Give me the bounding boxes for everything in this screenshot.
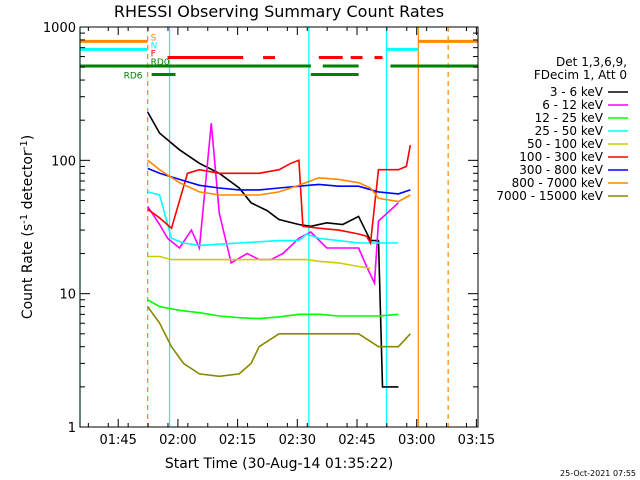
- legend-header-line-2: FDecim 1, Att 0: [534, 68, 627, 82]
- x-tick-label: 02:45: [338, 433, 375, 448]
- y-axis-label-close: ): [20, 135, 36, 140]
- footer-date: 25-Oct-2021 07:55: [560, 469, 636, 478]
- legend-label-800-7000-kev: 800 - 7000 keV: [512, 176, 604, 190]
- x-tick-label: 02:15: [219, 433, 256, 448]
- y-tick-label: 1: [68, 421, 76, 436]
- legend-label-12-25-kev: 12 - 25 keV: [535, 111, 604, 125]
- legend-label-6-12-kev: 6 - 12 keV: [542, 98, 604, 112]
- series-line-300-800-kev: [147, 167, 411, 195]
- series-line-50-100-kev: [147, 255, 371, 270]
- y-axis-label-main: Count Rate (s: [20, 224, 36, 319]
- y-tick-label: 1000: [43, 21, 76, 36]
- series-line-100-300-kev: [147, 144, 412, 246]
- flag-s-label: S: [151, 33, 157, 43]
- legend-label-100-300-kev: 100 - 300 keV: [519, 150, 603, 164]
- legend: Det 1,3,6,9, FDecim 1, Att 0 3 - 6 keV6 …: [496, 55, 628, 203]
- flag-rd0-label: RD0: [151, 58, 170, 68]
- y-axis-label-sup: -1: [19, 214, 30, 224]
- x-tick-label: 03:15: [458, 433, 495, 448]
- y-tick-label: 100: [51, 154, 76, 169]
- legend-header-line-1: Det 1,3,6,9,: [556, 55, 627, 69]
- x-tick-label: 01:45: [99, 433, 136, 448]
- series-line-3-6-kev: [147, 111, 399, 388]
- series-line-12-25-kev: [147, 299, 399, 320]
- flag-n-label: N: [151, 41, 158, 51]
- plot-frame: [79, 26, 479, 428]
- chart-title: RHESSI Observing Summary Count Rates: [114, 2, 444, 21]
- x-tick-label: 02:30: [279, 433, 316, 448]
- legend-label-300-800-kev: 300 - 800 keV: [519, 163, 603, 177]
- x-tick-label: 02:00: [159, 433, 196, 448]
- flag-rd6-label: RD6: [124, 72, 143, 82]
- y-tick-label: 10: [59, 288, 76, 303]
- y-axis-label: Count Rate (s-1 detector-1): [19, 135, 37, 319]
- flag-f-label: F: [151, 50, 156, 60]
- x-tick-label: 03:00: [398, 433, 435, 448]
- x-axis-ticks: 01:45 02:00 02:15 02:30 02:45 03:00 03:15: [87, 27, 495, 448]
- x-axis-label: Start Time (30-Aug-14 01:35:22): [165, 456, 393, 472]
- series-line-25-50-kev: [147, 191, 399, 247]
- y-axis-ticks: 1 10 100 1000: [43, 21, 478, 436]
- legend-label-3-6-kev: 3 - 6 keV: [550, 85, 604, 99]
- y-axis-label-sup2: -1: [19, 140, 30, 150]
- series-line-800-7000-kev: [147, 159, 411, 203]
- legend-label-50-100-kev: 50 - 100 keV: [527, 137, 604, 151]
- y-axis-label-tail: detector: [20, 150, 36, 214]
- series-line-7000-15000-kev: [147, 306, 411, 378]
- legend-label-7000-15000-kev: 7000 - 15000 keV: [496, 189, 603, 203]
- legend-label-25-50-kev: 25 - 50 keV: [535, 124, 604, 138]
